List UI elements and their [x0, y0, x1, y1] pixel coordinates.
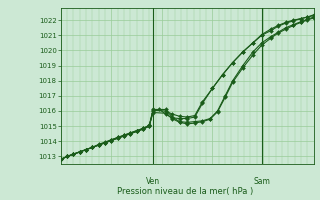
Text: Sam: Sam: [253, 177, 270, 186]
Text: Pression niveau de la mer( hPa ): Pression niveau de la mer( hPa ): [117, 187, 254, 196]
Text: Ven: Ven: [146, 177, 160, 186]
